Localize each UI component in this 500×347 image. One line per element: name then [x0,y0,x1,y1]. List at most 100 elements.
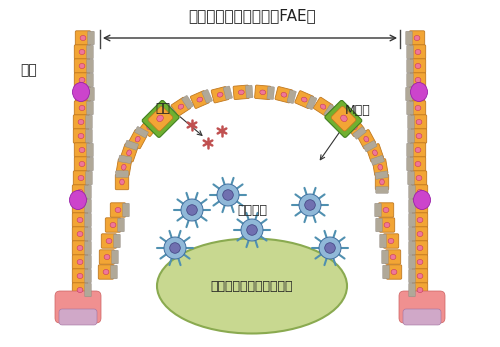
FancyBboxPatch shape [366,144,384,162]
FancyBboxPatch shape [154,106,174,126]
FancyBboxPatch shape [410,45,426,59]
Ellipse shape [77,273,83,279]
Ellipse shape [157,238,347,333]
FancyBboxPatch shape [357,129,376,149]
Circle shape [222,190,234,200]
Ellipse shape [417,287,423,293]
Ellipse shape [417,245,423,251]
FancyBboxPatch shape [148,106,173,131]
FancyBboxPatch shape [86,129,92,143]
FancyBboxPatch shape [376,218,382,232]
Ellipse shape [414,191,430,210]
FancyBboxPatch shape [410,31,424,45]
Ellipse shape [417,218,423,222]
FancyBboxPatch shape [374,203,382,217]
FancyBboxPatch shape [314,97,333,116]
Ellipse shape [77,189,83,195]
FancyBboxPatch shape [86,59,94,73]
FancyBboxPatch shape [406,157,414,171]
Ellipse shape [78,176,84,180]
Ellipse shape [77,245,83,251]
FancyBboxPatch shape [72,241,88,255]
FancyBboxPatch shape [74,115,88,129]
FancyBboxPatch shape [267,86,274,100]
FancyBboxPatch shape [190,91,209,109]
FancyBboxPatch shape [55,291,101,323]
FancyBboxPatch shape [102,234,116,248]
Circle shape [170,243,180,253]
FancyBboxPatch shape [84,283,91,297]
FancyBboxPatch shape [412,241,428,255]
FancyBboxPatch shape [408,171,414,185]
FancyBboxPatch shape [74,45,90,59]
FancyBboxPatch shape [84,255,91,269]
Ellipse shape [410,83,428,102]
FancyBboxPatch shape [408,213,416,227]
Ellipse shape [338,113,342,118]
Ellipse shape [302,97,307,102]
FancyBboxPatch shape [408,199,416,213]
Ellipse shape [79,147,85,153]
Ellipse shape [417,260,423,264]
FancyBboxPatch shape [86,143,94,157]
FancyBboxPatch shape [74,143,90,157]
FancyBboxPatch shape [86,157,94,171]
FancyBboxPatch shape [86,45,94,59]
Ellipse shape [79,105,85,111]
Ellipse shape [80,92,86,96]
Ellipse shape [79,64,85,68]
FancyBboxPatch shape [408,255,416,269]
FancyBboxPatch shape [412,199,428,213]
FancyBboxPatch shape [110,265,117,279]
Circle shape [186,205,198,215]
FancyBboxPatch shape [364,141,377,152]
FancyBboxPatch shape [125,140,138,150]
Ellipse shape [110,222,116,228]
FancyBboxPatch shape [148,114,161,127]
Ellipse shape [320,104,326,109]
FancyBboxPatch shape [76,87,90,101]
Ellipse shape [416,134,422,138]
FancyBboxPatch shape [182,95,194,109]
Ellipse shape [104,254,110,260]
FancyBboxPatch shape [120,144,138,162]
FancyBboxPatch shape [410,87,424,101]
Ellipse shape [352,124,357,129]
FancyBboxPatch shape [59,309,97,325]
FancyBboxPatch shape [118,155,132,163]
FancyBboxPatch shape [375,171,388,179]
Ellipse shape [77,218,83,222]
FancyBboxPatch shape [408,185,416,199]
Ellipse shape [380,179,384,185]
FancyBboxPatch shape [224,86,232,100]
FancyBboxPatch shape [211,87,229,103]
Ellipse shape [162,113,166,118]
Circle shape [246,225,258,235]
FancyBboxPatch shape [408,241,416,255]
Ellipse shape [417,203,423,209]
Circle shape [324,243,336,253]
FancyBboxPatch shape [406,101,414,115]
FancyBboxPatch shape [202,90,212,103]
FancyBboxPatch shape [410,157,426,171]
FancyBboxPatch shape [74,73,90,87]
FancyBboxPatch shape [112,250,118,264]
FancyBboxPatch shape [353,127,366,139]
Ellipse shape [147,124,152,129]
FancyBboxPatch shape [88,31,94,45]
FancyBboxPatch shape [84,213,91,227]
Ellipse shape [415,64,421,68]
FancyBboxPatch shape [84,185,91,199]
FancyBboxPatch shape [142,100,179,137]
FancyBboxPatch shape [84,227,91,241]
Ellipse shape [80,35,86,41]
Ellipse shape [77,203,83,209]
FancyBboxPatch shape [384,234,398,248]
Ellipse shape [106,238,112,244]
Text: 樹状細胞: 樹状細胞 [237,203,267,217]
FancyBboxPatch shape [412,255,428,269]
FancyBboxPatch shape [406,73,414,87]
FancyBboxPatch shape [324,104,336,118]
Ellipse shape [72,83,90,102]
FancyBboxPatch shape [410,143,426,157]
